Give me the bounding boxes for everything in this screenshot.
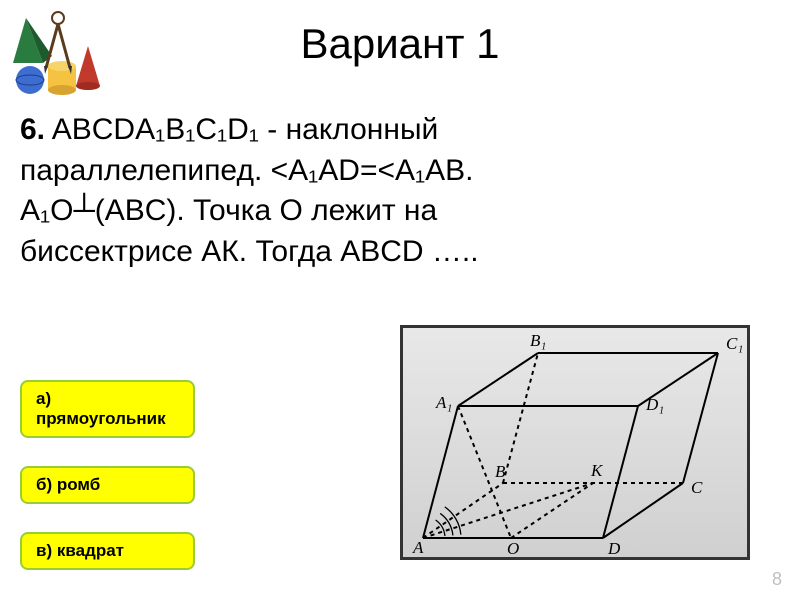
svg-text:C: C — [691, 478, 703, 497]
question-line-2: параллелепипед. <A₁AD=<A₁AB. — [20, 154, 474, 187]
svg-text:K: K — [590, 461, 604, 480]
answer-option-a[interactable]: а) прямоугольник — [20, 380, 195, 438]
question-number: 6. — [20, 113, 45, 146]
slide-title: Вариант 1 — [300, 20, 499, 68]
svg-text:B: B — [495, 462, 506, 481]
question-text: 6. ABCDA₁B₁C₁D₁ - наклонный параллелепип… — [20, 110, 780, 272]
svg-text:A₁: A₁ — [435, 393, 452, 412]
question-line-1: ABCDA₁B₁C₁D₁ - наклонный — [52, 113, 439, 146]
question-line-3: A₁O┴(ABC). Точка О лежит на — [20, 194, 437, 227]
svg-text:A: A — [412, 538, 424, 557]
svg-text:D₁: D₁ — [645, 395, 664, 414]
svg-text:B₁: B₁ — [530, 331, 546, 350]
svg-text:D: D — [607, 539, 621, 558]
answer-option-c[interactable]: в) квадрат — [20, 532, 195, 570]
parallelepiped-diagram: A B C D A₁ B₁ C₁ D₁ O K — [400, 325, 750, 560]
question-line-4: биссектрисе АК. Тогда ABCD ….. — [20, 235, 479, 268]
answer-list: а) прямоугольник б) ромб в) квадрат — [20, 380, 195, 570]
page-number: 8 — [772, 569, 782, 590]
answer-option-b[interactable]: б) ромб — [20, 466, 195, 504]
svg-text:C₁: C₁ — [726, 334, 743, 353]
svg-text:O: O — [507, 539, 519, 558]
geometry-clipart-icon — [8, 8, 103, 98]
